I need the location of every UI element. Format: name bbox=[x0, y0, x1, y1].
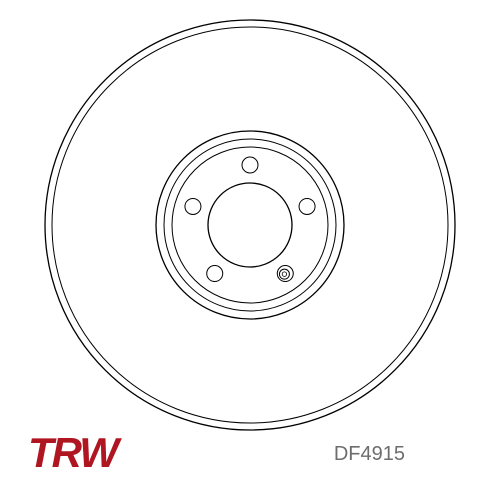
brand-logo: TRW bbox=[28, 434, 117, 472]
brake-disc-diagram bbox=[0, 0, 500, 500]
part-number-label: DF4915 bbox=[334, 443, 405, 466]
